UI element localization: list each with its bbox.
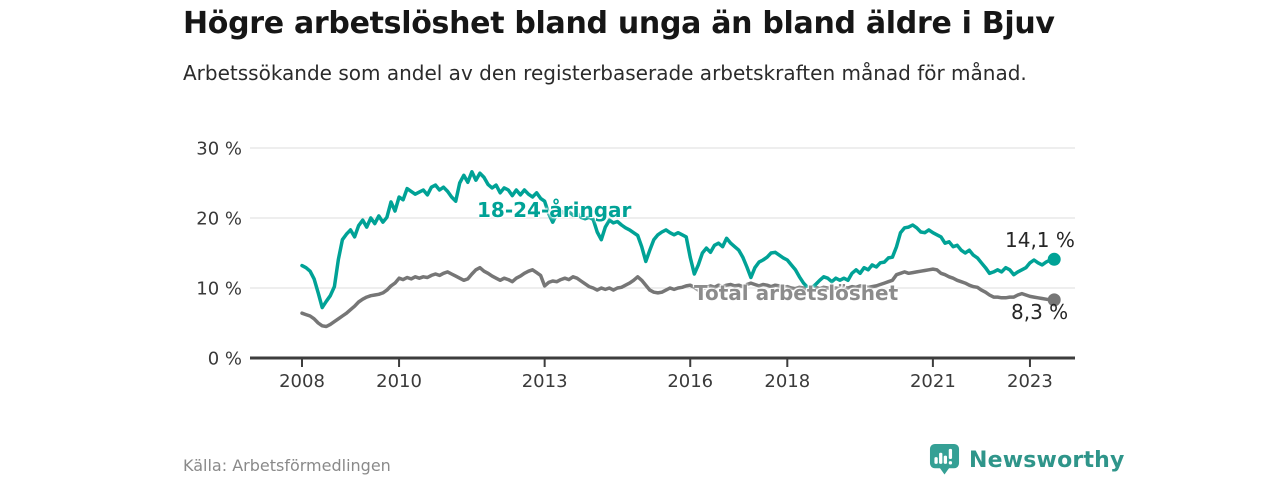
newsworthy-logo[interactable]: Newsworthy (929, 442, 1125, 478)
x-tick-label: 2013 (522, 371, 568, 392)
x-tick-label: 2021 (910, 371, 956, 392)
series-line-total-arbetsl-shet (300, 265, 1056, 329)
chart-subtitle: Arbetssökande som andel av den registerb… (183, 61, 1027, 85)
y-tick-label: 10 % (196, 279, 242, 300)
series-line-18-24-ringar (300, 170, 1056, 310)
x-tick-label: 2008 (279, 371, 325, 392)
y-tick-label: 30 % (196, 140, 242, 160)
x-tick-label: 2023 (1007, 371, 1053, 392)
x-tick-label: 2016 (667, 371, 713, 392)
x-tick-label: 2010 (376, 371, 422, 392)
series-label-total: Total arbetslöshet (694, 281, 899, 305)
chart-title: Högre arbetslöshet bland unga än bland ä… (183, 6, 1055, 41)
newsworthy-wordmark: Newsworthy (969, 447, 1125, 473)
y-tick-label: 0 % (208, 349, 242, 370)
series-end-dot (1047, 293, 1061, 307)
series-label-18-24: 18-24-åringar (477, 198, 632, 222)
source-note: Källa: Arbetsförmedlingen (183, 456, 391, 475)
series-end-dot (1047, 252, 1061, 266)
x-tick-label: 2018 (764, 371, 810, 392)
line-chart: 0 % 10 % 20 % 30 % 2008 2010 2013 2016 2018 2021 2… (196, 140, 1075, 392)
newsworthy-icon (929, 444, 960, 475)
y-tick-label: 20 % (196, 209, 242, 230)
end-value-label-total: 8,3 % (1011, 300, 1069, 324)
end-value-label-18-24: 14,1 % (1005, 228, 1075, 252)
